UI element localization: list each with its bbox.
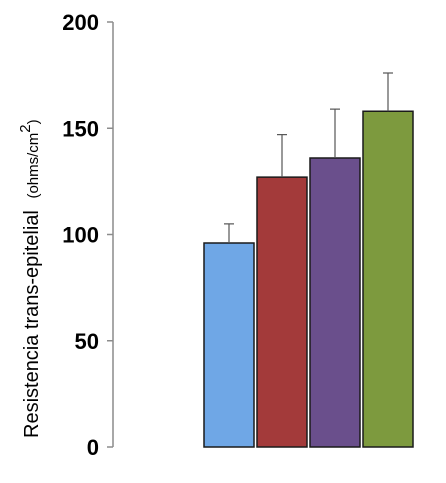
y-axis-label-unit-close: ) <box>25 119 42 124</box>
bars <box>203 110 414 448</box>
y-tick-label: 200 <box>62 10 99 35</box>
y-axis-label-unit-sup: 2 <box>17 124 34 132</box>
bar-3 <box>309 157 361 448</box>
y-axis-tick-labels: 0 50 100 150 200 <box>62 10 99 460</box>
bar-1 <box>203 242 255 448</box>
y-axis-label-main: Resistencia trans-epitelial <box>21 210 43 438</box>
error-bars <box>224 72 393 243</box>
bar-4 <box>362 110 414 448</box>
y-tick-label: 100 <box>62 223 99 248</box>
y-tick-label: 0 <box>87 435 99 460</box>
y-tick-label: 50 <box>75 329 99 354</box>
y-axis-label: Resistencia trans-epitelial (ohms/cm2) <box>17 119 44 438</box>
y-tick-label: 150 <box>62 116 99 141</box>
bar-2 <box>256 176 308 448</box>
y-axis-ticks <box>107 21 113 448</box>
y-axis-label-unit: (ohms/cm <box>25 133 42 199</box>
